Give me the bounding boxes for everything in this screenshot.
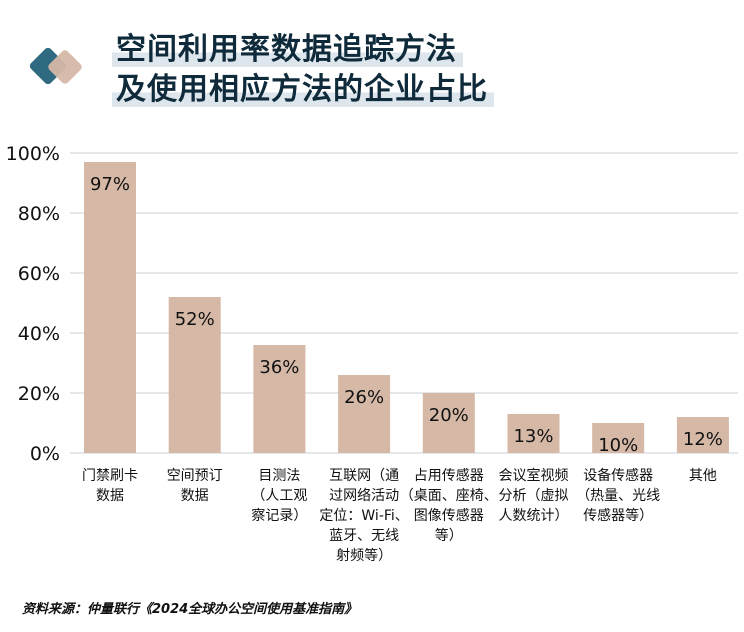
source-note: 资料来源：仲量联行《2024全球办公空间使用基准指南》 — [22, 602, 358, 617]
bar-value-label: 10% — [598, 435, 638, 456]
x-axis-labels: 门禁刷卡数据空间预订数据目测法（人工观察记录）互联网（通过网络活动定位：Wi-F… — [82, 467, 717, 564]
bar-value-label: 20% — [429, 405, 469, 426]
x-tick-label: 目测法（人工观察记录） — [251, 468, 307, 524]
bar-value-label: 52% — [175, 309, 215, 330]
bar-value-label: 36% — [259, 357, 299, 378]
x-tick-label: 占用传感器（桌面、座椅、图像传感器等） — [400, 467, 498, 544]
y-tick-label: 80% — [18, 203, 60, 225]
x-tick-label: 设备传感器（热量、光线传感器等） — [576, 467, 660, 524]
bar-value-label: 12% — [683, 429, 723, 450]
header: 空间利用率数据追踪方法 及使用相应方法的企业占比 — [0, 0, 744, 110]
y-axis-ticks: 0% 20% 40% 60% 80% 100% — [6, 143, 60, 465]
bar — [422, 393, 475, 453]
bar — [507, 414, 560, 453]
diamond-logo-icon — [29, 47, 82, 85]
y-tick-label: 100% — [6, 143, 60, 165]
y-tick-label: 40% — [18, 323, 60, 345]
x-tick-label: 门禁刷卡数据 — [82, 468, 138, 504]
x-tick-label: 互联网（通过网络活动定位：Wi-Fi、蓝牙、无线射频等） — [319, 468, 408, 564]
bar — [84, 162, 136, 453]
bar — [253, 345, 306, 453]
y-tick-label: 20% — [18, 383, 60, 405]
x-tick-label: 会议室视频分析（虚拟人数统计） — [499, 467, 569, 524]
bar-value-label: 26% — [344, 387, 384, 408]
chart-title-line-1: 空间利用率数据追踪方法 — [112, 24, 463, 68]
bar — [168, 297, 221, 453]
bar-value-label: 97% — [90, 174, 130, 195]
bar-value-label: 13% — [513, 426, 553, 447]
chart-title-line-2: 及使用相应方法的企业占比 — [112, 64, 494, 108]
bar — [676, 417, 729, 453]
bars — [84, 162, 729, 453]
y-tick-label: 0% — [30, 443, 60, 465]
x-tick-label: 空间预订数据 — [167, 468, 223, 504]
value-labels: 97% 52% 36% 26% 20% 13% 10% 12% — [90, 174, 723, 456]
bar-chart: 0% 20% 40% 60% 80% 100% 97% 52% 36% 26% 20% 13% 10%… — [6, 143, 738, 564]
x-tick-label: 其他 — [689, 468, 717, 484]
bar — [592, 423, 645, 453]
y-tick-label: 60% — [18, 263, 60, 285]
bar — [338, 375, 391, 453]
